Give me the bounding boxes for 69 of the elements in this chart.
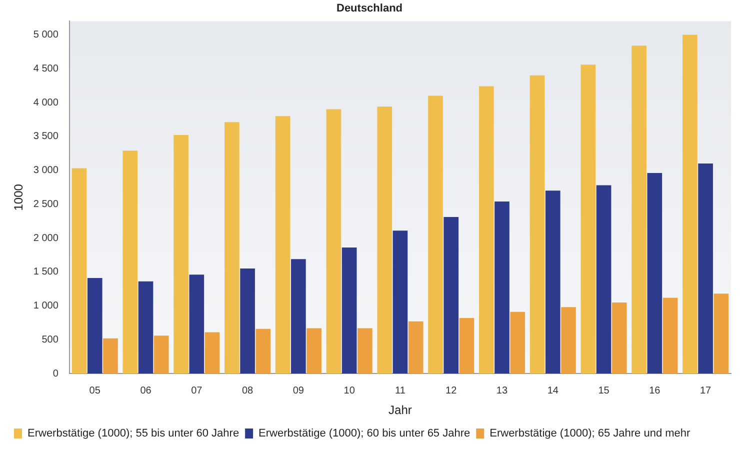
bar [122,150,138,374]
bar [256,328,271,374]
y-tick-label: 3 000 [33,165,59,176]
bar [358,328,372,374]
bar [478,86,494,374]
bar [632,46,646,374]
bar [275,116,290,374]
bar [189,274,204,374]
bar [342,248,357,374]
x-tick-label: 06 [140,385,152,396]
y-tick-label: 1 000 [33,300,59,312]
y-tick-label: 500 [42,334,59,346]
bar [510,312,526,374]
bar [103,338,118,374]
y-tick-label: 4 500 [33,63,59,74]
x-tick-label: 14 [547,385,559,396]
bar [174,135,188,374]
bar [204,332,220,374]
bar [647,173,662,374]
legend-label: Erwerbstätige (1000); 55 bis unter 60 Jahre [28,428,240,440]
x-tick-label: 10 [344,385,356,396]
legend-label: Erwerbstätige (1000); 60 bis unter 65 Jahre [258,428,470,440]
bar [530,75,545,374]
bar [714,294,729,374]
bar [561,307,576,374]
bar [306,328,322,374]
x-tick-label: 17 [700,385,712,396]
chart-title: Deutschland [336,2,403,15]
bar [291,259,306,374]
x-tick-label: 12 [446,385,458,396]
bar [408,321,424,374]
bar [377,106,392,374]
x-axis-title: Jahr [388,403,412,418]
bar [392,230,408,374]
bar [444,217,459,374]
x-tick-label: 09 [292,385,304,396]
bar [459,318,474,374]
x-tick-label: 08 [242,385,254,396]
x-tick-label: 05 [89,385,101,396]
x-tick-label: 13 [496,385,508,396]
bar [326,109,342,374]
y-tick-label: 4 000 [33,97,59,108]
bar [240,268,255,374]
x-tick-label: 16 [649,385,661,396]
bar [494,201,510,374]
bar [154,336,169,374]
y-tick-label: 2 500 [33,198,59,210]
bar [224,122,240,374]
bar [612,302,627,374]
bar [545,190,560,374]
bar [87,278,102,374]
y-tick-label: 5 000 [33,30,59,41]
x-tick-label: 07 [191,385,203,396]
bar [428,96,443,374]
y-tick-label: 3 500 [33,131,59,142]
y-tick-label: 0 [52,368,59,380]
bar [698,164,713,374]
bar [72,168,87,374]
y-tick-label: 2 000 [33,232,59,244]
bar [662,298,678,374]
bar [596,185,612,374]
x-tick-label: 11 [395,385,406,396]
legend-label: Erwerbstätige (1000); 65 Jahre und mehr [490,428,691,440]
bar [138,281,154,374]
bar [580,64,596,374]
x-tick-label: 15 [598,385,610,396]
bar [682,34,698,374]
y-tick-label: 1 500 [33,266,59,278]
y-axis-title: 1000 [12,184,26,211]
